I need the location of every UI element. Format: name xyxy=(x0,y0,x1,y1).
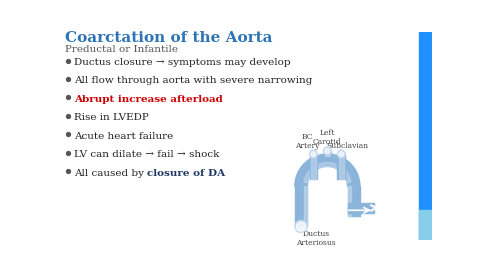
Circle shape xyxy=(310,150,317,158)
Polygon shape xyxy=(311,154,316,179)
Polygon shape xyxy=(310,154,317,179)
Text: LV can dilate → fail → shock: LV can dilate → fail → shock xyxy=(74,150,219,159)
Circle shape xyxy=(324,147,331,155)
Text: All flow through aorta with severe narrowing: All flow through aorta with severe narro… xyxy=(74,76,312,85)
Circle shape xyxy=(296,222,306,231)
Text: Acute heart failure: Acute heart failure xyxy=(74,132,173,141)
Text: Coarctation of the Aorta: Coarctation of the Aorta xyxy=(65,31,272,45)
Bar xyxy=(419,32,432,240)
Text: closure of DA: closure of DA xyxy=(147,169,225,178)
Circle shape xyxy=(311,152,316,156)
Circle shape xyxy=(337,150,345,158)
Text: Ductus closure → symptoms may develop: Ductus closure → symptoms may develop xyxy=(74,58,290,67)
Text: Ductus
Arteriosus: Ductus Arteriosus xyxy=(296,230,336,247)
Bar xyxy=(419,210,432,240)
Text: Left
Carotid: Left Carotid xyxy=(313,129,342,146)
Circle shape xyxy=(339,152,344,156)
Circle shape xyxy=(325,149,330,153)
Circle shape xyxy=(295,220,307,232)
Text: Subclavian: Subclavian xyxy=(326,142,369,150)
Polygon shape xyxy=(304,163,351,183)
Polygon shape xyxy=(337,154,345,179)
Text: BC
Artery: BC Artery xyxy=(295,133,319,150)
Polygon shape xyxy=(339,154,344,179)
Polygon shape xyxy=(325,151,330,156)
Text: Abrupt increase afterload: Abrupt increase afterload xyxy=(74,95,223,104)
Polygon shape xyxy=(348,202,374,213)
Text: Preductal or Infantile: Preductal or Infantile xyxy=(65,45,178,54)
Text: Rise in LVEDP: Rise in LVEDP xyxy=(74,113,149,122)
Polygon shape xyxy=(295,154,360,186)
Polygon shape xyxy=(324,151,331,156)
Text: All caused by: All caused by xyxy=(74,169,147,178)
